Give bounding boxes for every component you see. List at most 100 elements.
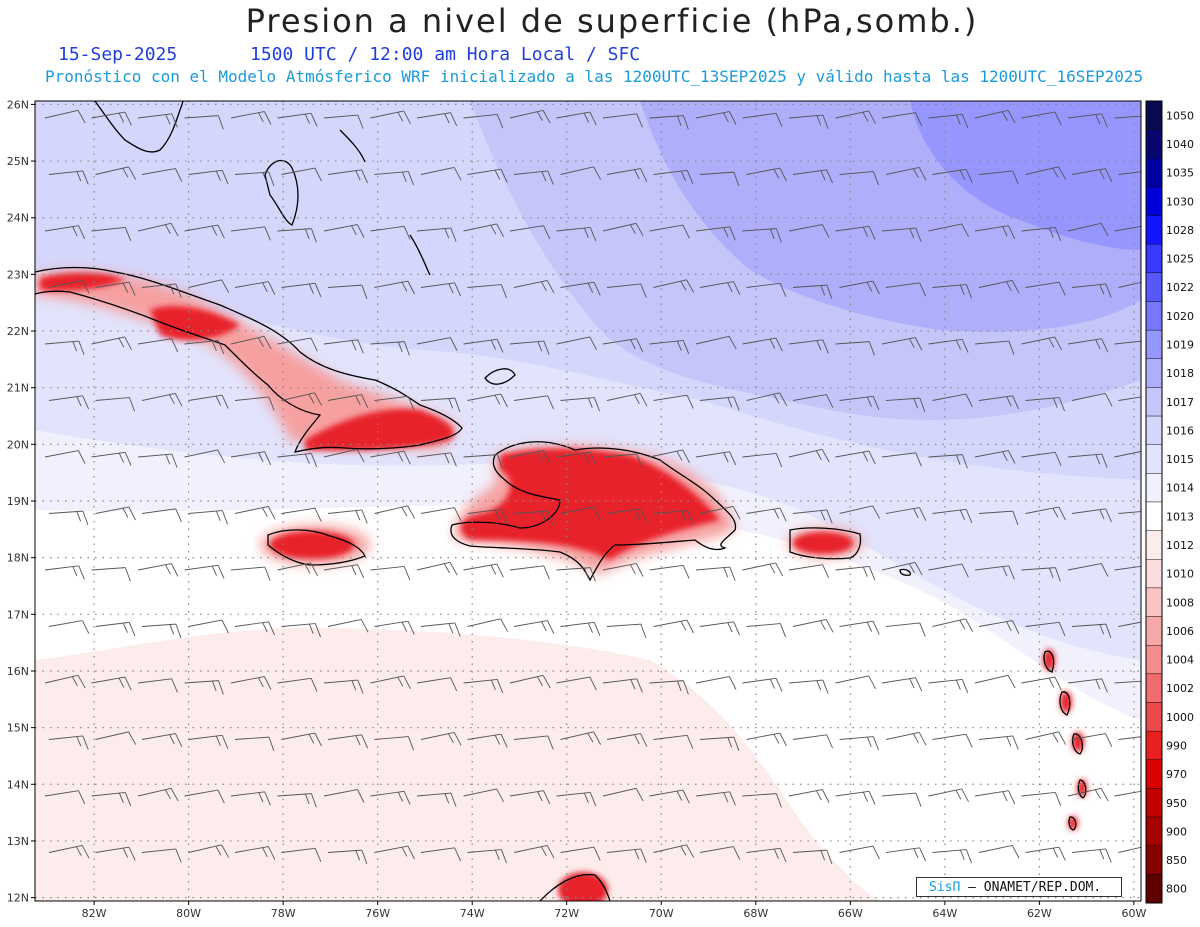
wind-barb: [141, 623, 182, 638]
wind-barb: [560, 166, 602, 180]
colorbar-swatch: [1145, 501, 1163, 531]
wind-barb: [141, 848, 182, 863]
latitude-label: 23N: [7, 268, 29, 281]
wind-barb: [281, 282, 322, 297]
colorbar-swatch: [1145, 673, 1163, 703]
latitude-label: 15N: [7, 722, 29, 735]
wind-barb: [141, 392, 183, 407]
wind-barb: [323, 224, 365, 238]
wind-barb: [323, 339, 364, 354]
wind-barb: [1021, 226, 1062, 242]
wind-barb: [230, 451, 272, 466]
wind-barb: [370, 450, 411, 465]
wind-barb: [420, 507, 462, 521]
wind-barb: [416, 112, 458, 127]
wind-barb: [44, 340, 85, 355]
colorbar-swatch: [1145, 616, 1163, 646]
wind-barb: [323, 564, 365, 579]
wind-barb: [1067, 338, 1109, 353]
colorbar-swatch: [1145, 587, 1163, 617]
wind-barb: [556, 451, 597, 466]
wind-barb: [653, 279, 695, 293]
wind-barb: [695, 451, 737, 466]
wind-barb: [44, 674, 86, 689]
colorbar-swatch: [1145, 301, 1163, 331]
wind-barb: [1021, 451, 1062, 466]
wind-barb: [974, 109, 1016, 124]
wind-barb: [928, 113, 969, 129]
latitude-label: 19N: [7, 495, 29, 508]
wind-barb: [881, 227, 922, 242]
wind-barb: [742, 337, 783, 352]
wind-barb: [1067, 113, 1108, 128]
wind-barb: [881, 337, 923, 351]
wind-barb: [556, 336, 597, 351]
colorbar-label: 900: [1166, 825, 1187, 838]
wind-barb: [1025, 846, 1066, 861]
wind-barb: [509, 450, 551, 464]
wind-barb: [699, 396, 740, 411]
wind-barb: [885, 622, 926, 637]
wind-barb: [513, 395, 554, 410]
wind-barb: [137, 678, 178, 693]
wind-barb: [788, 114, 829, 129]
wind-barb: [885, 731, 927, 746]
wind-barb: [928, 338, 969, 353]
wind-barb: [327, 169, 368, 184]
wind-barb: [184, 115, 224, 130]
wind-barb: [1071, 392, 1113, 407]
wind-barb: [48, 735, 89, 750]
latitude-label: 16N: [7, 665, 29, 678]
wind-barb: [95, 731, 137, 745]
longitude-axis: 82W 80W 78W 76W 74W 72W 70W 68W 66W 64W 62W 60W: [82, 901, 1146, 920]
wind-barb: [746, 392, 788, 406]
wind-barb: [137, 222, 179, 237]
wind-barb: [606, 848, 647, 863]
wind-barb: [137, 113, 178, 128]
wind-barb: [513, 279, 555, 294]
colorbar-swatch: [1145, 473, 1163, 503]
wind-barb: [327, 284, 368, 299]
wind-barb: [928, 454, 968, 469]
wind-barb: [1071, 733, 1113, 747]
colorbar-label: 970: [1166, 768, 1187, 781]
wind-barb: [230, 111, 272, 125]
wind-barb: [234, 736, 275, 751]
wind-barb: [839, 736, 879, 751]
colorbar-label: 1002: [1166, 682, 1194, 695]
wind-barb: [649, 115, 689, 130]
latitude-label: 24N: [7, 212, 29, 225]
bahamas-island-b: [409, 234, 431, 276]
colorbar-label: 1000: [1166, 711, 1194, 724]
colorbar-label: 1018: [1166, 367, 1194, 380]
wind-barb: [1114, 339, 1141, 345]
latitude-label: 14N: [7, 778, 29, 791]
longitude-label: 76W: [365, 907, 390, 920]
wind-barb: [188, 844, 230, 858]
wind-barb: [974, 565, 1015, 580]
wind-barb: [374, 280, 415, 295]
wind-barb: [281, 167, 322, 182]
wind-barb: [416, 227, 457, 242]
colorbar-swatch: [1145, 759, 1163, 789]
wind-barb: [556, 111, 597, 126]
colorbar-label: 950: [1166, 797, 1187, 810]
bahamas-island-c: [484, 368, 516, 385]
wind-barb: [513, 170, 554, 185]
wind-barb: [420, 731, 462, 746]
wind-barb: [374, 845, 415, 860]
wind-barb: [881, 792, 922, 807]
wind-barb: [699, 505, 741, 520]
wind-barb: [95, 281, 136, 296]
colorbar-swatch: [1145, 129, 1163, 159]
wind-barb: [184, 224, 225, 239]
wind-barb: [606, 508, 647, 523]
wind-barb: [463, 454, 503, 469]
wind-barb: [509, 225, 551, 240]
wind-barb: [699, 171, 740, 186]
pressure-1019-zone: [910, 101, 1141, 250]
wind-barb: [91, 567, 131, 582]
wind-barb: [560, 621, 601, 636]
colorbar-label: 800: [1166, 883, 1187, 896]
colorbar-swatch: [1145, 444, 1163, 474]
